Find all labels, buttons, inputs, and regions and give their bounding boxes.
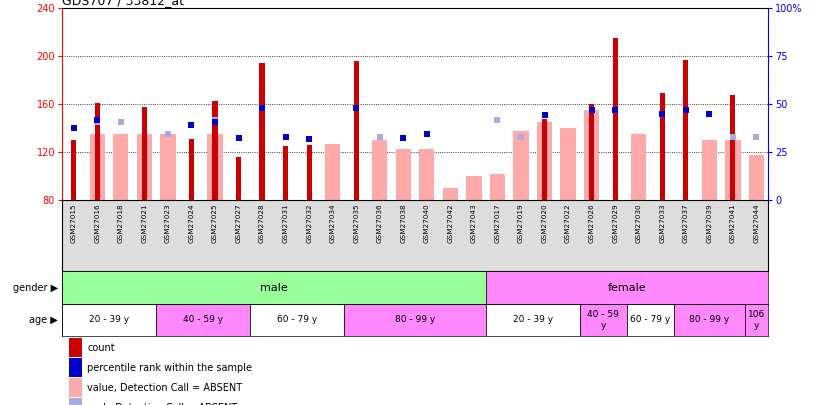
Text: count: count xyxy=(88,343,115,353)
Text: 106
y: 106 y xyxy=(748,310,765,330)
Text: GDS707 / 33812_at: GDS707 / 33812_at xyxy=(62,0,184,7)
Bar xyxy=(69,358,82,377)
Text: GSM27035: GSM27035 xyxy=(354,203,359,243)
Bar xyxy=(69,338,82,357)
Bar xyxy=(62,304,156,336)
Bar xyxy=(486,304,580,336)
Text: rank, Detection Call = ABSENT: rank, Detection Call = ABSENT xyxy=(88,403,238,405)
Text: GSM27029: GSM27029 xyxy=(612,203,618,243)
Text: 60 - 79 y: 60 - 79 y xyxy=(630,315,671,324)
Bar xyxy=(631,134,647,200)
Text: GSM27024: GSM27024 xyxy=(188,203,194,243)
Bar xyxy=(674,304,745,336)
Text: GSM27016: GSM27016 xyxy=(94,203,100,243)
Bar xyxy=(306,145,311,200)
Text: GSM27032: GSM27032 xyxy=(306,203,312,243)
Text: GSM27025: GSM27025 xyxy=(212,203,218,243)
Bar xyxy=(160,134,176,200)
Text: 20 - 39 y: 20 - 39 y xyxy=(89,315,129,324)
Text: GSM27018: GSM27018 xyxy=(118,203,124,243)
Text: 80 - 99 y: 80 - 99 y xyxy=(689,315,729,324)
Text: 60 - 79 y: 60 - 79 y xyxy=(278,315,317,324)
Bar xyxy=(69,399,82,405)
Bar xyxy=(236,157,241,200)
Text: GSM27044: GSM27044 xyxy=(753,203,759,243)
Text: age ▶: age ▶ xyxy=(29,315,58,325)
Bar xyxy=(580,304,627,336)
Bar xyxy=(589,104,594,200)
Bar xyxy=(443,188,458,200)
Bar xyxy=(69,378,82,397)
Bar xyxy=(537,122,553,200)
Bar xyxy=(513,131,529,200)
Text: GSM27017: GSM27017 xyxy=(495,203,501,243)
Bar xyxy=(156,304,250,336)
Bar xyxy=(142,107,147,200)
Text: GSM27036: GSM27036 xyxy=(377,203,382,243)
Text: GSM27039: GSM27039 xyxy=(706,203,712,243)
Text: 20 - 39 y: 20 - 39 y xyxy=(513,315,553,324)
Text: percentile rank within the sample: percentile rank within the sample xyxy=(88,363,253,373)
Bar xyxy=(419,149,434,200)
Bar xyxy=(748,155,764,200)
Bar xyxy=(372,141,387,200)
Text: GSM27015: GSM27015 xyxy=(71,203,77,243)
Bar xyxy=(136,134,152,200)
Text: GSM27022: GSM27022 xyxy=(565,203,571,243)
Text: 80 - 99 y: 80 - 99 y xyxy=(395,315,435,324)
Bar xyxy=(613,38,618,200)
Text: female: female xyxy=(608,283,646,292)
Text: 40 - 59 y: 40 - 59 y xyxy=(183,315,223,324)
Text: GSM27026: GSM27026 xyxy=(589,203,595,243)
Text: GSM27033: GSM27033 xyxy=(659,203,665,243)
Text: GSM27038: GSM27038 xyxy=(401,203,406,243)
Text: 40 - 59
y: 40 - 59 y xyxy=(587,310,620,330)
Bar xyxy=(250,304,344,336)
Bar xyxy=(745,304,768,336)
Bar xyxy=(560,128,576,200)
Text: GSM27034: GSM27034 xyxy=(330,203,335,243)
Bar xyxy=(396,149,411,200)
Bar xyxy=(542,119,547,200)
Bar xyxy=(730,95,735,200)
Bar xyxy=(212,101,217,200)
Bar xyxy=(189,139,194,200)
Bar xyxy=(683,60,688,200)
Text: GSM27028: GSM27028 xyxy=(259,203,265,243)
Bar xyxy=(660,94,665,200)
Bar xyxy=(584,110,600,200)
Text: value, Detection Call = ABSENT: value, Detection Call = ABSENT xyxy=(88,383,243,393)
Bar xyxy=(354,61,358,200)
Bar xyxy=(490,174,506,200)
Bar xyxy=(325,144,340,200)
Bar xyxy=(283,146,288,200)
Bar xyxy=(207,134,223,200)
Text: GSM27020: GSM27020 xyxy=(542,203,548,243)
Bar xyxy=(466,177,482,200)
Text: GSM27037: GSM27037 xyxy=(683,203,689,243)
Text: gender ▶: gender ▶ xyxy=(12,283,58,292)
Text: GSM27031: GSM27031 xyxy=(282,203,288,243)
Bar xyxy=(259,64,264,200)
Bar xyxy=(95,103,100,200)
Bar xyxy=(62,271,486,304)
Bar xyxy=(71,141,76,200)
Text: GSM27030: GSM27030 xyxy=(636,203,642,243)
Bar xyxy=(725,141,741,200)
Text: GSM27019: GSM27019 xyxy=(518,203,524,243)
Text: GSM27027: GSM27027 xyxy=(235,203,241,243)
Bar xyxy=(89,134,105,200)
Bar xyxy=(701,141,717,200)
Bar xyxy=(344,304,486,336)
Bar xyxy=(627,304,674,336)
Text: GSM27043: GSM27043 xyxy=(471,203,477,243)
Text: GSM27041: GSM27041 xyxy=(730,203,736,243)
Text: GSM27040: GSM27040 xyxy=(424,203,430,243)
Text: GSM27023: GSM27023 xyxy=(165,203,171,243)
Text: GSM27042: GSM27042 xyxy=(448,203,453,243)
Text: GSM27021: GSM27021 xyxy=(141,203,147,243)
Text: male: male xyxy=(260,283,287,292)
Bar xyxy=(113,134,129,200)
Bar xyxy=(486,271,768,304)
